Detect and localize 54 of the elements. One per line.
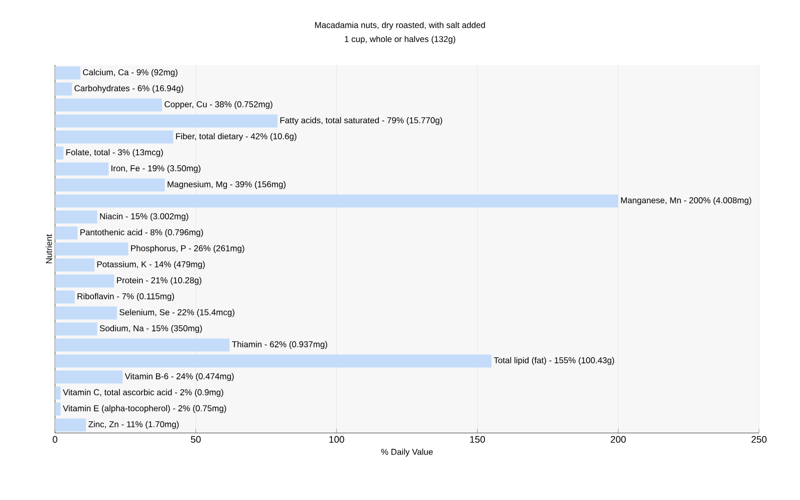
x-tick-label: 200 bbox=[610, 436, 626, 443]
bar bbox=[55, 162, 109, 176]
y-tick-label: Copper, Cu - 38% (0.752mg) bbox=[164, 101, 272, 109]
y-tick-label: Pantothenic acid - 8% (0.796mg) bbox=[80, 229, 203, 237]
y-tick-label: Selenium, Se - 22% (15.4mcg) bbox=[120, 309, 234, 317]
bar bbox=[55, 258, 94, 272]
bar bbox=[55, 370, 123, 384]
y-tick-label: Potassium, K - 14% (479mg) bbox=[97, 261, 205, 269]
y-tick-label: Riboflavin - 7% (0.115mg) bbox=[78, 293, 174, 301]
bar bbox=[55, 418, 86, 432]
y-tick-label: Phosphorus, P - 26% (261mg) bbox=[131, 245, 244, 253]
bar bbox=[55, 226, 78, 240]
y-tick-label: Carbohydrates - 6% (16.94g) bbox=[74, 85, 184, 93]
y-tick-label: Manganese, Mn - 200% (4.008mg) bbox=[621, 197, 752, 205]
bar bbox=[55, 290, 75, 304]
bar bbox=[55, 338, 230, 352]
y-tick-label: Zinc, Zn - 11% (1.70mg) bbox=[88, 421, 179, 429]
y-tick-label: Folate, total - 3% (13mcg) bbox=[66, 149, 163, 157]
bar bbox=[55, 98, 162, 112]
x-tick-label: 150 bbox=[470, 436, 485, 443]
x-tick-label: 0 bbox=[52, 436, 58, 443]
y-tick-label: Total lipid (fat) - 155% (100.43g) bbox=[494, 357, 614, 365]
bar bbox=[55, 194, 618, 208]
bar bbox=[55, 114, 278, 128]
bar bbox=[55, 274, 114, 288]
chart-subtitle: 1 cup, whole or halves (132g) bbox=[344, 36, 456, 44]
y-tick-label: Vitamin C, total ascorbic acid - 2% (0.9mg) bbox=[62, 389, 224, 397]
y-tick-label: Thiamin - 62% (0.937mg) bbox=[232, 341, 328, 349]
y-tick-label: Protein - 21% (10.28g) bbox=[117, 277, 202, 285]
bar bbox=[55, 146, 64, 160]
y-tick-label: Fatty acids, total saturated - 79% (15.770g) bbox=[280, 117, 442, 125]
x-axis-title: % Daily Value bbox=[381, 448, 433, 457]
y-tick-label: Vitamin E (alpha-tocopherol) - 2% (0.75mg) bbox=[62, 405, 226, 413]
bar bbox=[55, 82, 72, 96]
bar bbox=[55, 354, 492, 368]
y-tick-label: Niacin - 15% (3.002mg) bbox=[100, 213, 188, 221]
bar bbox=[55, 178, 165, 192]
y-tick-label: Sodium, Na - 15% (350mg) bbox=[100, 325, 202, 333]
bar bbox=[55, 322, 98, 336]
bar bbox=[55, 66, 80, 80]
y-tick-label: Fiber, total dietary - 42% (10.6g) bbox=[176, 133, 296, 141]
chart-title: Macadamia nuts, dry roasted, with salt added bbox=[315, 22, 485, 30]
bar bbox=[55, 130, 174, 144]
bar bbox=[55, 242, 128, 256]
y-tick-label: Vitamin B-6 - 24% (0.474mg) bbox=[124, 373, 234, 381]
x-tick-label: 250 bbox=[752, 436, 767, 443]
y-tick-label: Magnesium, Mg - 39% (156mg) bbox=[168, 181, 286, 189]
bar bbox=[55, 210, 98, 224]
x-tick-label: 50 bbox=[190, 436, 201, 443]
y-tick-label: Iron, Fe - 19% (3.50mg) bbox=[111, 165, 200, 173]
bar bbox=[55, 306, 117, 320]
y-axis-title: Nutrient bbox=[46, 234, 52, 264]
x-tick-label: 100 bbox=[329, 436, 344, 443]
y-tick-label: Calcium, Ca - 9% (92mg) bbox=[82, 69, 178, 77]
